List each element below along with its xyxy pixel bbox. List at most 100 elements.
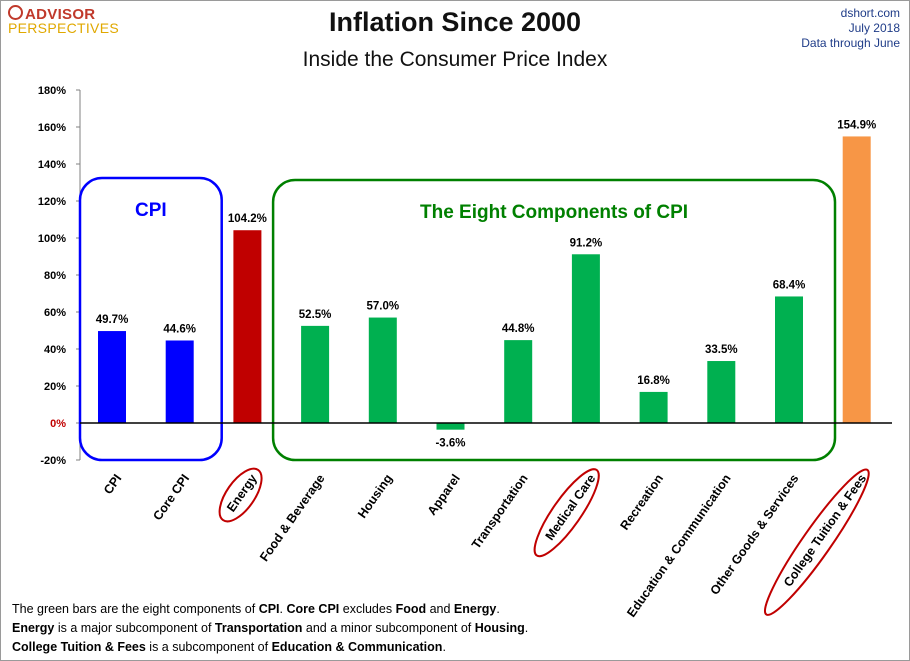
value-label-food-and-beverage: 52.5%: [299, 309, 332, 321]
category-energy: Energy: [218, 467, 263, 523]
group-label-the-eight-components-of-cpi: The Eight Components of CPI: [420, 202, 688, 223]
value-label-college-tuition-and-fees: 154.9%: [837, 119, 876, 131]
advisor-perspectives-logo: ADVISOR PERSPECTIVES: [8, 5, 119, 36]
footnote-text: and a minor subcomponent of: [302, 621, 475, 635]
y-tick-label: 180%: [38, 85, 66, 97]
footnote-text: is a subcomponent of: [145, 640, 272, 654]
value-label-recreation: 16.8%: [637, 375, 670, 387]
bars: [98, 136, 871, 430]
source-date: July 2018: [848, 21, 900, 35]
bar-other-goods-and-services: [775, 296, 803, 423]
footnote-text: The green bars are the eight components …: [12, 602, 259, 616]
footnote-bold-term: Energy: [453, 602, 497, 616]
footnote-text: excludes: [339, 602, 396, 616]
value-label-housing: 57.0%: [366, 301, 399, 313]
footnote-bold-term: CPI: [258, 602, 280, 616]
footnote-bold-term: Transportation: [214, 621, 303, 635]
bar-medical-care: [571, 254, 600, 423]
source-data-through: Data through June: [801, 36, 900, 50]
footnote-text: and: [426, 602, 454, 616]
bar-recreation: [639, 391, 668, 423]
y-tick-label: 140%: [38, 159, 66, 171]
group-box-cpi: [78, 176, 223, 462]
footnote-bold-term: Food: [395, 602, 427, 616]
category-college-tuition-and-fees: College Tuition & Fees: [763, 468, 870, 616]
bar-college-tuition-and-fees: [842, 136, 871, 423]
value-label-energy: 104.2%: [228, 213, 267, 225]
bar-housing: [368, 317, 397, 423]
bar-energy: [233, 230, 262, 423]
logo-mark-icon: [8, 5, 23, 20]
value-label-cpi: 49.7%: [96, 314, 129, 326]
y-tick-label: 20%: [44, 381, 66, 393]
bar-transportation: [504, 340, 533, 423]
value-label-core-cpi: 44.6%: [163, 323, 196, 335]
value-labels: 49.7% 44.6% 104.2% 52.5% 57.0% -3.6% 44.8% 91.2…: [96, 119, 877, 449]
chart-title: Inflation Since 2000: [328, 7, 582, 37]
y-tick-label: -20%: [40, 455, 66, 467]
category-label-cpi: CPI: [101, 472, 124, 497]
group-label-cpi: CPI: [135, 200, 167, 221]
category-label-core-cpi: Core CPI: [150, 472, 192, 523]
bar-apparel: [436, 423, 465, 430]
y-tick-label: 80%: [44, 270, 66, 282]
category-label-recreation: Recreation: [618, 472, 667, 533]
category-label-food-and-beverage: Food & Beverage: [257, 472, 327, 564]
category-apparel: Apparel: [425, 472, 463, 518]
footnote-line-3: College Tuition & Fees is a subcomponent…: [12, 638, 528, 657]
group-boxes: CPI The Eight Components of CPI: [78, 176, 837, 462]
category-label-transportation: Transportation: [469, 472, 531, 552]
source-block: dshort.com July 2018 Data through June: [801, 6, 900, 51]
y-tick-label: 120%: [38, 196, 66, 208]
footnote-text: .: [279, 602, 287, 616]
category-label-apparel: Apparel: [425, 472, 463, 518]
source-site: dshort.com: [840, 6, 900, 20]
value-label-apparel: -3.6%: [435, 438, 465, 450]
category-label-housing: Housing: [355, 472, 395, 521]
y-tick-label: 40%: [44, 344, 66, 356]
highlight-circle-medical-care: [533, 468, 600, 558]
footnote: The green bars are the eight components …: [12, 600, 528, 657]
logo-text-1: ADVISOR: [25, 6, 96, 23]
logo-line1: ADVISOR: [8, 5, 119, 23]
footnote-text: .: [524, 621, 529, 635]
bar-core-cpi: [165, 340, 194, 423]
footnote-bold-term: Housing: [474, 621, 525, 635]
category-transportation: Transportation: [469, 472, 531, 552]
y-tick-label: 60%: [44, 307, 66, 319]
footnote-bold-term: College Tuition & Fees: [12, 640, 146, 654]
value-label-medical-care: 91.2%: [570, 237, 603, 249]
category-housing: Housing: [355, 472, 395, 521]
category-core-cpi: Core CPI: [150, 472, 192, 523]
footnote-text: .: [442, 640, 446, 654]
y-tick-label: 100%: [38, 233, 66, 245]
y-tick-label: 160%: [38, 122, 66, 134]
category-label-energy: Energy: [224, 472, 260, 515]
footnote-bold-term: Energy: [12, 621, 55, 635]
highlight-circle-college-tuition-and-fees: [763, 468, 870, 616]
footnote-line-2: Energy is a major subcomponent of Transp…: [12, 619, 528, 638]
footnote-text: .: [496, 602, 500, 616]
chart-subtitle: Inside the Consumer Price Index: [302, 48, 608, 71]
group-box-the-eight-components-of-cpi: [271, 178, 837, 462]
logo-line2: PERSPECTIVES: [8, 20, 119, 36]
category-cpi: CPI: [101, 472, 124, 497]
y-axis: -20% 0% 20% 40% 60% 80% 100% 120% 140% 160% 180%: [38, 85, 81, 467]
bar-food-and-beverage: [301, 325, 330, 423]
highlight-circle-energy: [218, 467, 263, 523]
value-label-transportation: 44.8%: [502, 323, 535, 335]
value-label-education-and-communication: 33.5%: [705, 344, 738, 356]
footnote-bold-term: Core CPI: [286, 602, 340, 616]
footnote-text: is a major subcomponent of: [54, 621, 215, 635]
value-label-other-goods-and-services: 68.4%: [773, 279, 806, 291]
bar-cpi: [98, 331, 126, 423]
category-recreation: Recreation: [618, 472, 667, 533]
bar-education-and-communication: [707, 361, 736, 423]
footnote-bold-term: Education & Communication: [271, 640, 443, 654]
footnote-line-1: The green bars are the eight components …: [12, 600, 528, 619]
y-tick-label: 0%: [50, 418, 66, 430]
category-food-and-beverage: Food & Beverage: [257, 472, 327, 564]
